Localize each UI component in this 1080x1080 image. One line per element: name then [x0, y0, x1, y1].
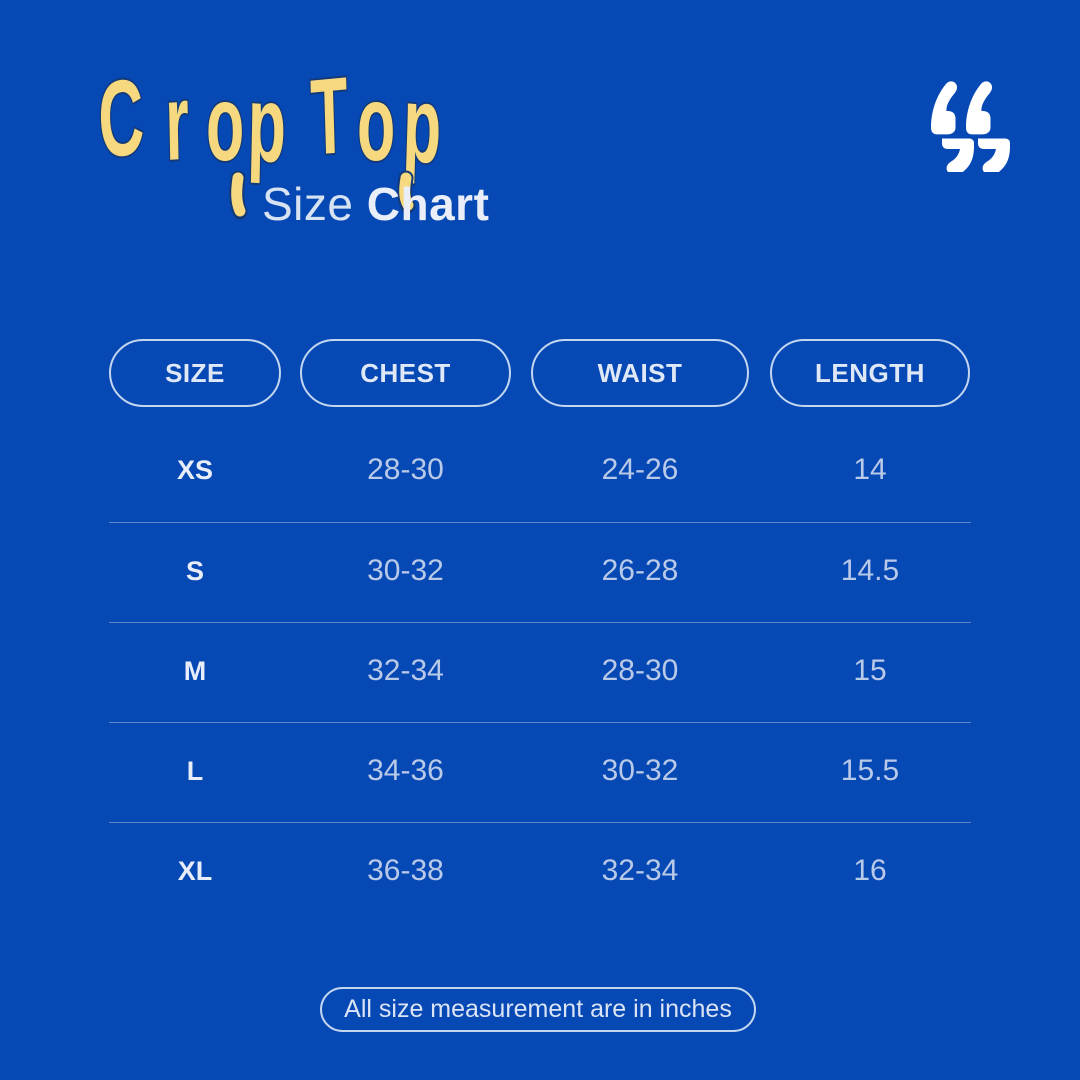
svg-text:o: o: [357, 62, 395, 183]
svg-text:C: C: [96, 55, 146, 181]
svg-text:p: p: [247, 62, 288, 185]
svg-text:o: o: [206, 62, 244, 183]
svg-text:r: r: [164, 61, 190, 183]
svg-text:T: T: [309, 54, 349, 178]
svg-text:p: p: [401, 62, 443, 186]
